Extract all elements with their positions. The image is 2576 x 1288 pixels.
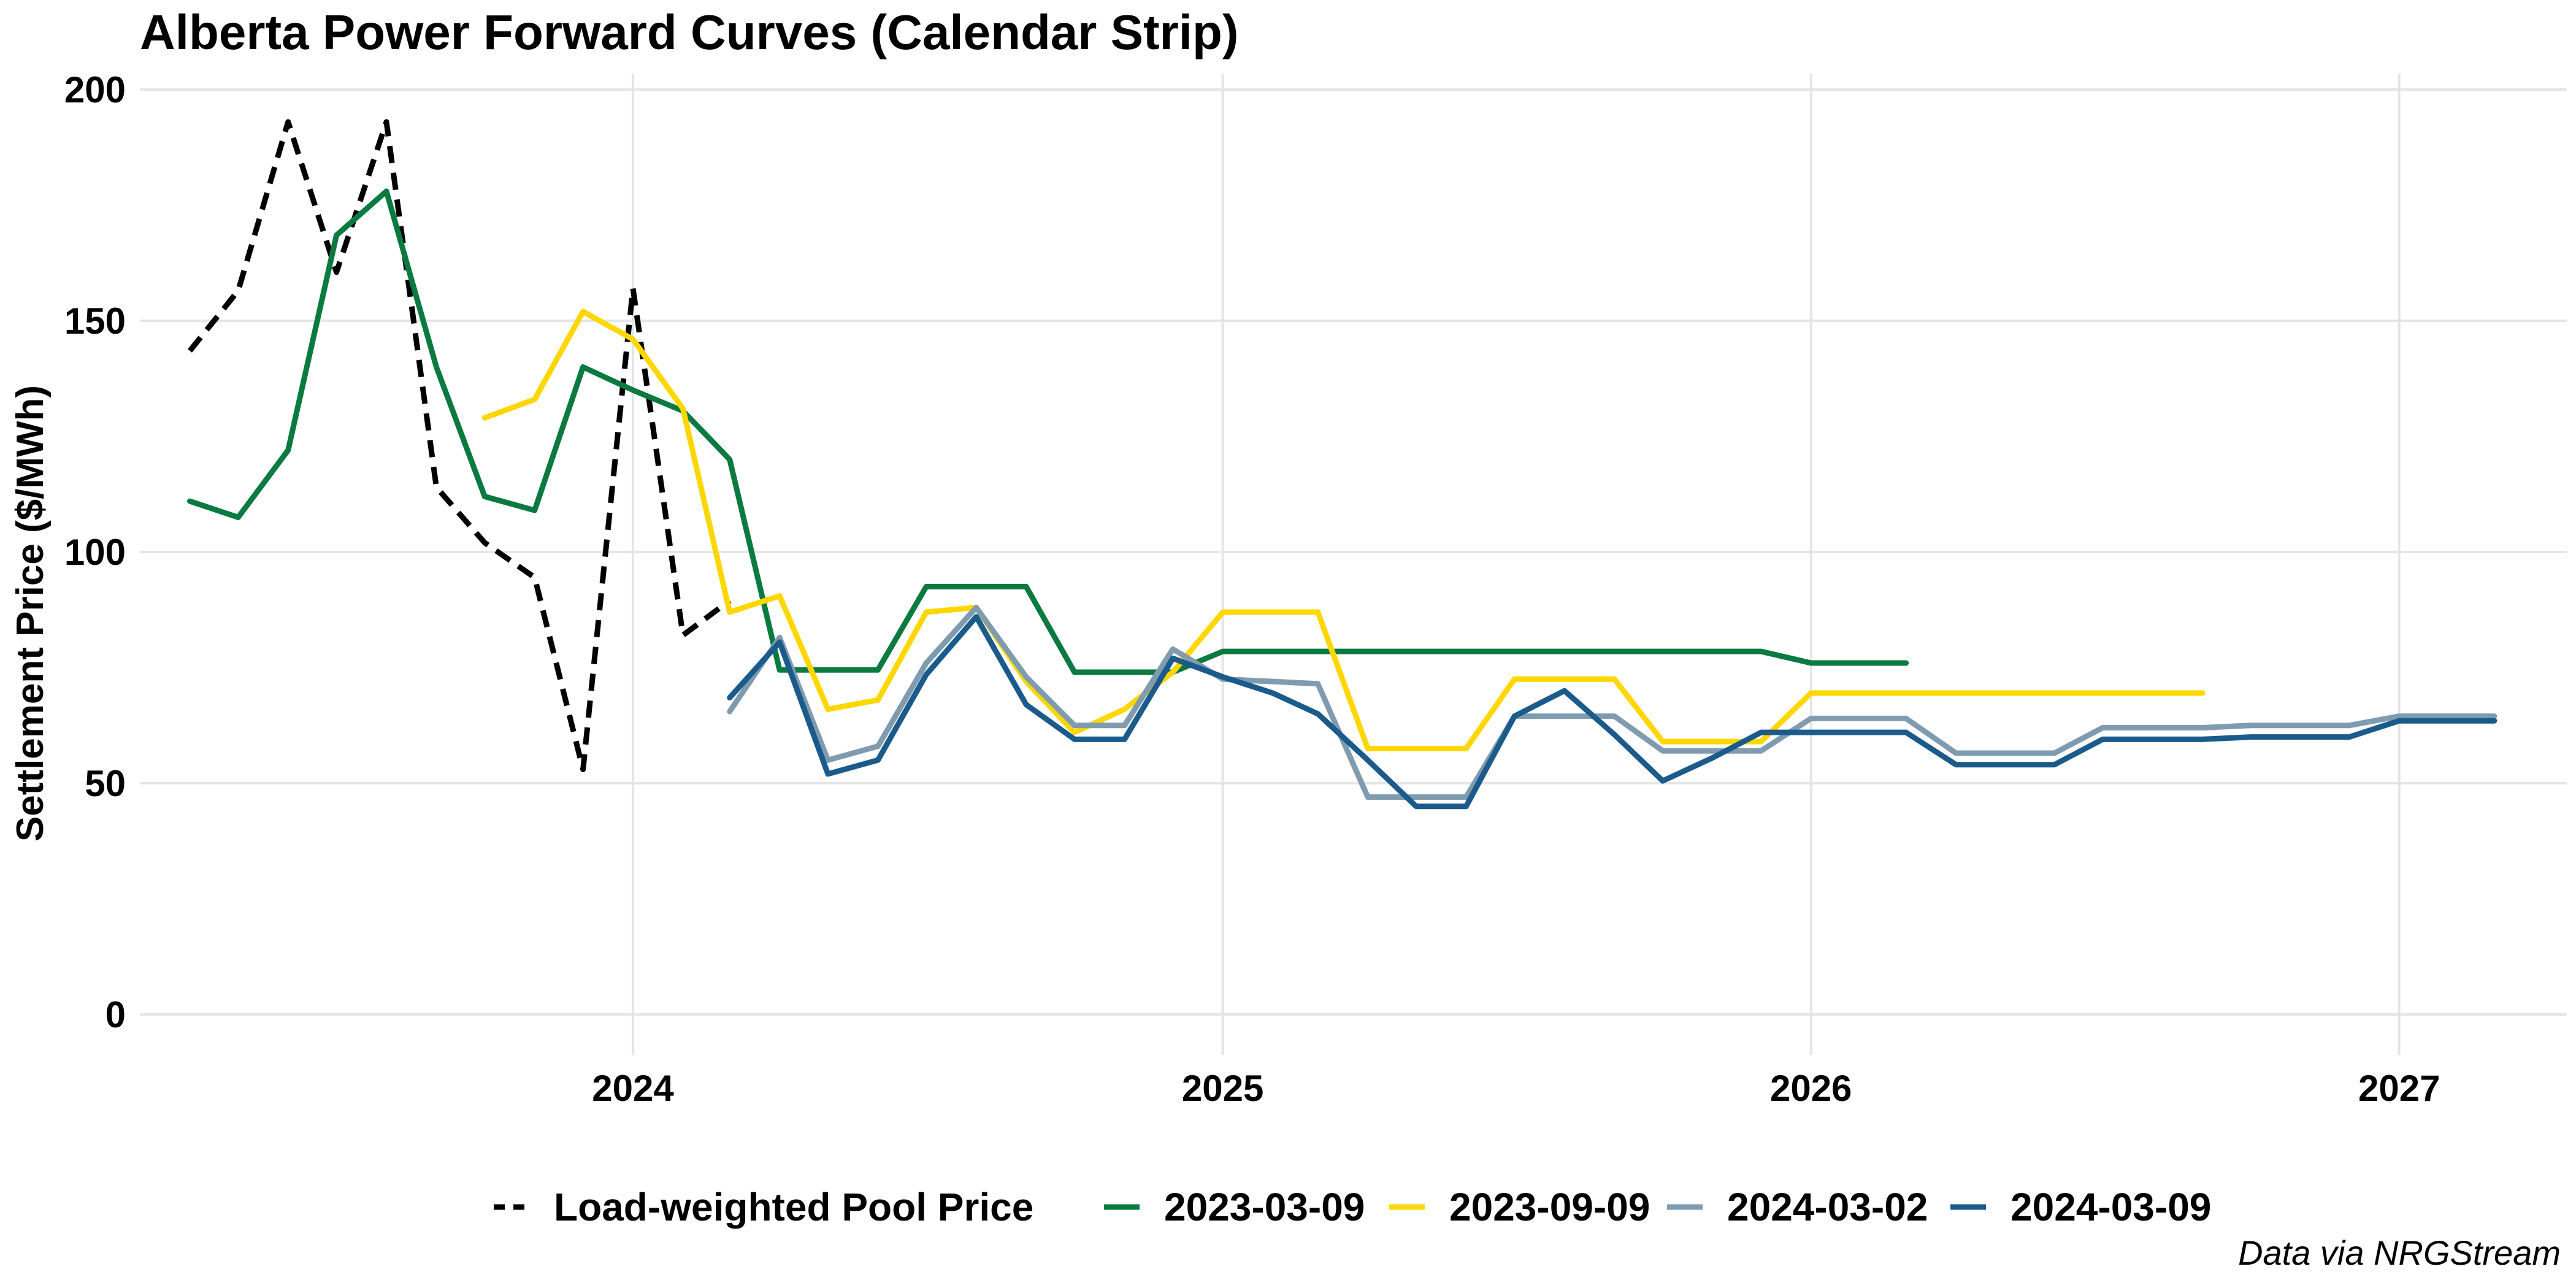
legend-label-2: 2023-09-09 <box>1449 1185 1650 1229</box>
y-tick-label: 200 <box>64 69 126 110</box>
x-tick-label: 2027 <box>2358 1068 2440 1109</box>
series-line-0 <box>187 119 732 772</box>
legend: Load-weighted Pool Price 2023-03-09 2023-0… <box>494 1185 2211 1229</box>
series-line-2 <box>481 309 2206 751</box>
legend-label-1: 2023-03-09 <box>1164 1185 1365 1229</box>
legend-label-0: Load-weighted Pool Price <box>554 1185 1033 1229</box>
chart-title: Alberta Power Forward Curves (Calendar S… <box>140 5 1239 59</box>
y-tick-label: 50 <box>85 763 126 804</box>
series-line-4 <box>727 614 2497 810</box>
axis-ticks: 0 50 100 150 200 2024 2025 2026 2027 <box>64 69 2440 1109</box>
grid-lines <box>140 74 2567 1055</box>
series-lines <box>187 119 2497 810</box>
x-tick-label: 2026 <box>1770 1068 1852 1109</box>
legend-label-3: 2024-03-02 <box>1727 1185 1928 1229</box>
series-line-1 <box>187 188 1909 675</box>
y-tick-label: 0 <box>105 994 126 1035</box>
caption: Data via NRGStream <box>2238 1233 2561 1272</box>
x-tick-label: 2025 <box>1182 1068 1263 1109</box>
series-line-3 <box>727 605 2497 800</box>
y-axis-label: Settlement Price ($/MWh) <box>9 385 52 841</box>
legend-label-4: 2024-03-09 <box>2011 1185 2211 1229</box>
y-tick-label: 100 <box>64 532 126 573</box>
y-tick-label: 150 <box>64 301 126 342</box>
x-tick-label: 2024 <box>592 1068 674 1109</box>
